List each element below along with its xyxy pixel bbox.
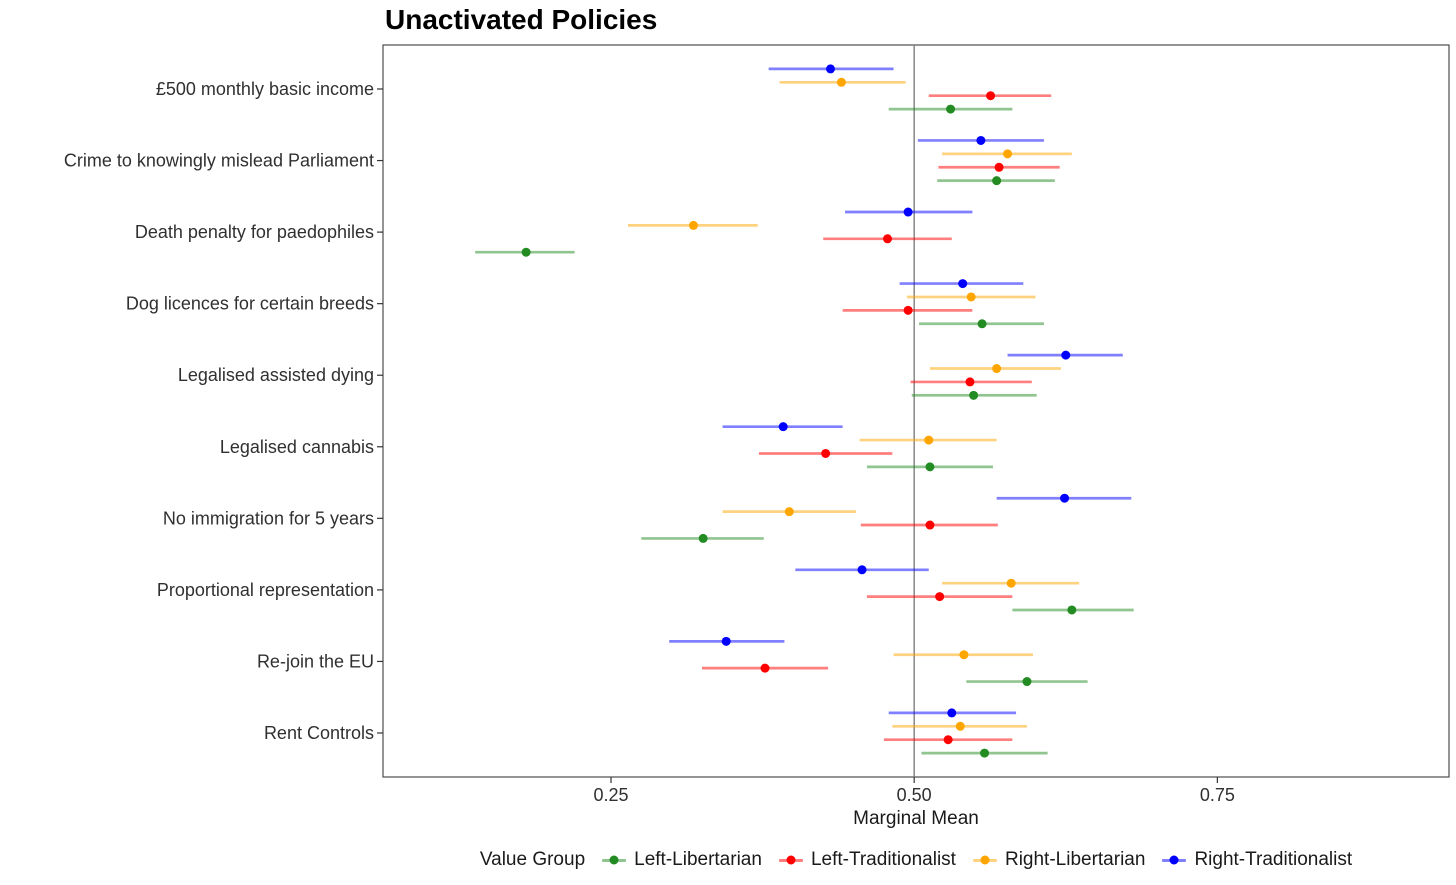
point — [955, 721, 965, 731]
category-label: Legalised assisted dying — [178, 365, 374, 385]
point — [994, 162, 1004, 172]
panel — [382, 44, 1450, 778]
point — [688, 220, 698, 230]
category-label: Death penalty for paedophiles — [135, 222, 374, 242]
point — [943, 735, 953, 745]
point — [977, 319, 987, 329]
legend-key-icon — [778, 852, 803, 868]
point — [1022, 677, 1032, 687]
point — [760, 663, 770, 673]
legend: Value Group Left-Libertarian Left-Traditi… — [383, 843, 1449, 877]
point — [721, 636, 731, 646]
point — [946, 104, 956, 114]
x-tick-label: 0.25 — [593, 785, 628, 805]
point — [947, 708, 957, 718]
point — [992, 364, 1002, 374]
point — [986, 91, 996, 101]
category-label: Dog licences for certain breeds — [126, 294, 374, 314]
point — [1067, 605, 1077, 615]
point — [521, 247, 531, 257]
point — [883, 234, 893, 244]
point — [784, 507, 794, 517]
category-label: No immigration for 5 years — [163, 508, 374, 528]
legend-label: Right-Libertarian — [1004, 849, 1146, 870]
point — [836, 77, 846, 87]
category-label: Rent Controls — [264, 723, 374, 743]
legend-title: Value Group — [479, 849, 586, 870]
point — [1006, 578, 1016, 588]
point — [698, 533, 708, 543]
category-label: Re-join the EU — [257, 651, 374, 671]
point — [1003, 149, 1013, 159]
legend-item-left-traditionalist: Left-Traditionalist — [778, 849, 956, 871]
category-label: £500 monthly basic income — [156, 79, 374, 99]
legend-label: Left-Traditionalist — [810, 849, 956, 870]
point — [959, 650, 969, 660]
legend-item-left-libertarian: Left-Libertarian — [602, 849, 762, 871]
x-tick-label: 0.50 — [897, 785, 932, 805]
point — [857, 565, 867, 575]
point — [969, 390, 979, 400]
legend-label: Left-Libertarian — [634, 849, 762, 870]
x-axis-title: Marginal Mean — [853, 808, 979, 829]
legend-item-right-libertarian: Right-Libertarian — [972, 849, 1146, 871]
point — [980, 748, 990, 758]
point — [925, 462, 935, 472]
category-label: Proportional representation — [157, 580, 374, 600]
legend-label: Right-Traditionalist — [1194, 849, 1353, 870]
point — [903, 305, 913, 315]
chart-title: Unactivated Policies — [385, 4, 658, 35]
legend-item-right-traditionalist: Right-Traditionalist — [1162, 849, 1352, 871]
point — [992, 176, 1002, 186]
point — [1061, 350, 1071, 360]
category-label: Crime to knowingly mislead Parliament — [64, 151, 374, 171]
point — [958, 279, 968, 289]
category-label: Legalised cannabis — [220, 437, 374, 457]
point — [976, 135, 986, 145]
point — [821, 448, 831, 458]
x-tick-label: 0.75 — [1200, 785, 1235, 805]
legend-key-icon — [972, 852, 997, 868]
legend-key-icon — [1162, 852, 1187, 868]
point — [826, 64, 836, 74]
legend-key-icon — [602, 852, 627, 868]
point — [935, 592, 945, 602]
point — [966, 292, 976, 302]
point — [778, 422, 788, 432]
point — [925, 520, 935, 530]
point — [903, 207, 913, 217]
point — [965, 377, 975, 387]
point — [1060, 493, 1070, 503]
point — [924, 435, 934, 445]
